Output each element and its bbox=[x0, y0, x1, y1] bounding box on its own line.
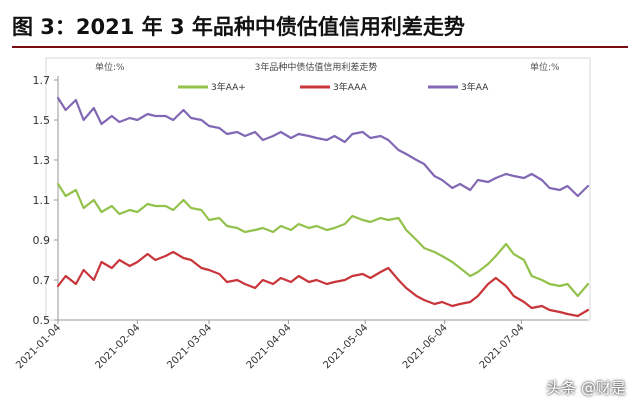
x-tick-label: 2021-01-04 bbox=[14, 322, 63, 371]
y-tick-label: 0.5 bbox=[33, 314, 51, 327]
y-tick-label: 1.5 bbox=[33, 114, 51, 127]
series-lines bbox=[56, 96, 590, 318]
x-tick-label: 2021-02-04 bbox=[94, 322, 143, 371]
legend-label-aaa: 3年AAA bbox=[333, 81, 368, 93]
legend-item-aaa: 3年AAA bbox=[300, 81, 368, 93]
series-line-aa bbox=[56, 96, 590, 198]
title-divider bbox=[12, 46, 628, 48]
y-tick-label: 1.1 bbox=[33, 194, 51, 207]
legend-label-aa: 3年AA bbox=[461, 81, 489, 93]
series-line-aaa bbox=[56, 250, 590, 318]
y-tick-label: 1.7 bbox=[33, 74, 51, 87]
x-tick-label: 2021-06-04 bbox=[401, 322, 450, 371]
x-tick-label: 2021-07-04 bbox=[478, 322, 527, 371]
watermark-text: 头条 @财是 bbox=[546, 379, 626, 397]
unit-label-right: 单位:% bbox=[530, 61, 560, 73]
credit-spread-line-chart: 3年品种中债估值信用利差走势 单位:% 单位:% 3年AA+ 3年AAA 3年A… bbox=[14, 57, 591, 371]
x-axis-ticks: 2021-01-04 2021-02-04 2021-03-04 2021-04-04… bbox=[14, 320, 527, 371]
x-tick-label: 2021-04-04 bbox=[245, 322, 294, 371]
x-tick-label: 2021-05-04 bbox=[321, 322, 370, 371]
chart-title: 3年品种中债估值信用利差走势 bbox=[255, 61, 378, 73]
y-axis-ticks: 0.5 0.7 0.9 1.1 1.3 1.5 1.7 bbox=[33, 74, 58, 327]
legend-item-aa: 3年AA bbox=[428, 81, 489, 93]
legend: 3年AA+ 3年AAA 3年AA bbox=[178, 81, 489, 93]
legend-item-aa-plus: 3年AA+ bbox=[178, 81, 246, 93]
x-tick-label: 2021-03-04 bbox=[165, 322, 214, 371]
series-line-aa-plus bbox=[56, 182, 590, 298]
y-tick-label: 0.9 bbox=[33, 234, 51, 247]
legend-label-aa-plus: 3年AA+ bbox=[211, 81, 246, 93]
figure-title: 图 3：2021 年 3 年品种中债估值信用利差走势 bbox=[12, 15, 465, 39]
y-tick-label: 1.3 bbox=[33, 154, 51, 167]
y-tick-label: 0.7 bbox=[33, 274, 51, 287]
unit-label-left: 单位:% bbox=[95, 61, 125, 73]
